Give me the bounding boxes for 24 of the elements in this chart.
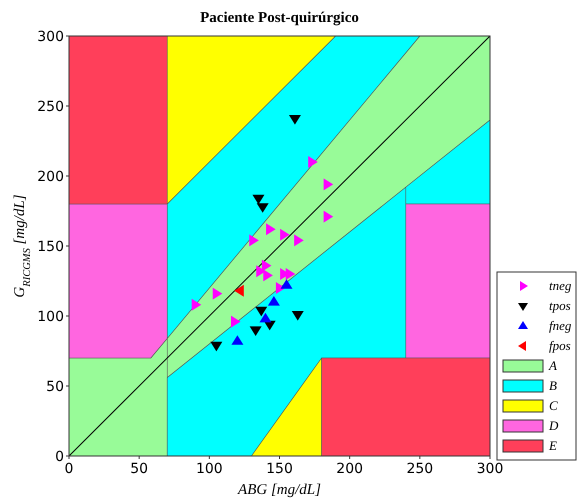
y-tick-label: 250 [37, 99, 64, 115]
x-tick-label: 300 [476, 461, 504, 477]
legend-label: E [548, 438, 557, 453]
x-tick-label: 150 [266, 461, 293, 477]
legend-label: B [549, 378, 557, 393]
x-tick-label: 250 [406, 461, 434, 477]
y-tick-label: 50 [46, 379, 64, 395]
y-tick-label: 200 [37, 169, 64, 185]
legend-label: tneg [549, 278, 572, 293]
y-tick-label: 300 [37, 29, 64, 45]
legend-label: C [549, 398, 558, 413]
x-tick-label: 200 [336, 461, 364, 477]
legend-label: tpos [549, 298, 571, 313]
legend-label: fneg [549, 318, 572, 333]
x-axis-title: ABG [mg/dL] [237, 482, 322, 498]
y-tick-label: 0 [55, 449, 64, 465]
chart-title: Paciente Post-quirúrgico [200, 10, 359, 26]
x-tick-label: 100 [196, 461, 223, 477]
legend-label: fpos [549, 338, 571, 353]
legend-label: A [548, 358, 557, 373]
y-tick-label: 100 [37, 309, 64, 325]
x-tick-label: 50 [130, 461, 148, 477]
y-tick-label: 150 [37, 239, 64, 255]
legend-label: D [548, 418, 559, 433]
